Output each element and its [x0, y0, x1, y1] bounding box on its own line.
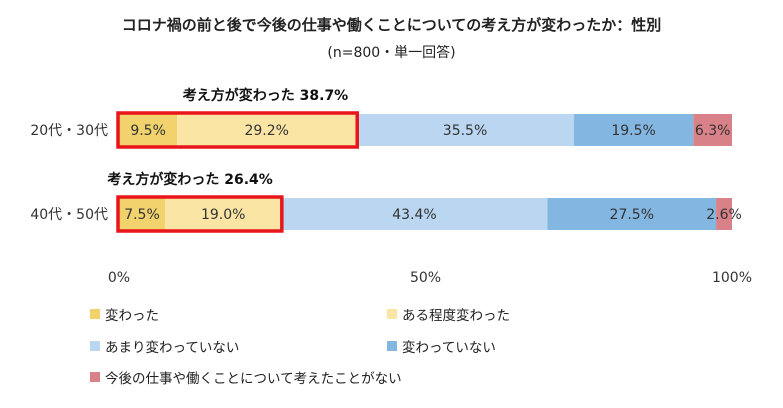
bar-segment — [547, 198, 717, 230]
callout-label: 考え方が変わった 26.4% — [107, 171, 272, 188]
category-label: 20代・30代 — [30, 123, 108, 139]
data-label: 6.3% — [695, 123, 731, 139]
callout-label: 考え方が変わった 38.7% — [183, 87, 348, 104]
legend-item: 変わった — [90, 304, 159, 324]
legend-swatch — [387, 309, 397, 319]
data-label: 35.5% — [443, 123, 487, 139]
legend-item: 今後の仕事や働くことについて考えたことがない — [90, 367, 402, 387]
legend-label: 今後の仕事や働くことについて考えたことがない — [105, 371, 402, 387]
legend-label: ある程度変わった — [402, 308, 510, 324]
bar-segment — [119, 114, 178, 146]
legend-label: 変わった — [105, 308, 159, 324]
x-tick-label: 50% — [410, 270, 441, 286]
category-label: 40代・50代 — [30, 207, 108, 223]
bar-segment — [716, 198, 732, 230]
legend-swatch — [90, 309, 100, 319]
data-label: 29.2% — [244, 123, 288, 139]
data-label: 9.5% — [130, 123, 166, 139]
chart-subtitle: (n=800・単一回答) — [327, 45, 456, 61]
highlight-box — [116, 195, 284, 233]
x-tick-label: 100% — [712, 270, 752, 286]
legend-label: あまり変わっていない — [105, 340, 240, 356]
data-label: 7.5% — [124, 207, 160, 223]
legend-item: ある程度変わった — [387, 304, 510, 324]
bar-segment — [573, 114, 694, 146]
chart-title: コロナ禍の前と後で今後の仕事や働くことについての考え方が変わったか：性別 — [121, 16, 662, 34]
bar-segment — [177, 114, 357, 146]
data-label: 27.5% — [610, 207, 654, 223]
legend-item: あまり変わっていない — [90, 336, 239, 356]
bar-segment — [693, 114, 732, 146]
bar-segment — [164, 198, 282, 230]
legend-swatch — [90, 372, 100, 382]
bar-segment — [356, 114, 574, 146]
data-label: 43.4% — [392, 207, 436, 223]
highlight-box — [116, 111, 359, 149]
bar-segment — [119, 198, 165, 230]
legend-item: 変わっていない — [387, 336, 496, 356]
legend-label: 変わっていない — [402, 340, 496, 356]
x-tick-label: 0% — [108, 270, 130, 286]
data-label: 19.5% — [611, 123, 655, 139]
data-label: 2.6% — [706, 207, 742, 223]
bar-segment — [281, 198, 548, 230]
legend-swatch — [387, 341, 397, 351]
data-label: 19.0% — [201, 207, 245, 223]
legend-swatch — [90, 341, 100, 351]
